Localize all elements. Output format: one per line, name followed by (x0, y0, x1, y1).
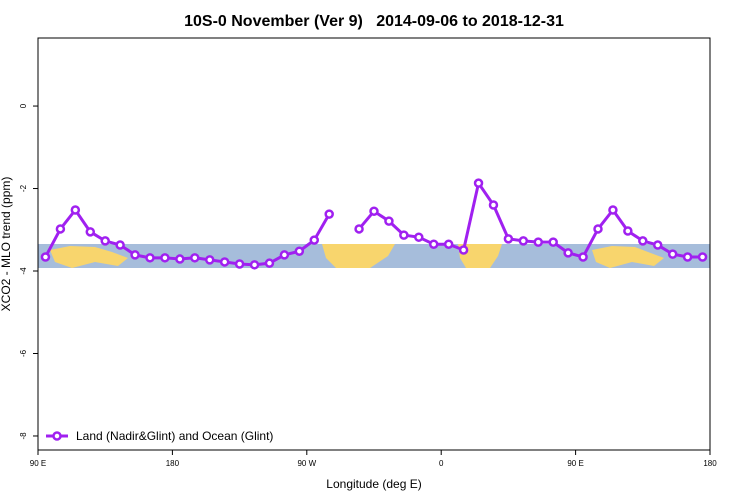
x-axis-label: Longitude (deg E) (326, 477, 421, 491)
data-point (414, 232, 424, 242)
data-point (175, 254, 185, 264)
data-point (294, 246, 305, 256)
data-point (697, 252, 708, 262)
data-point (548, 237, 558, 247)
y-axis-label: XCO2 - MLO trend (ppm) (0, 177, 13, 312)
data-point (279, 250, 290, 260)
plot-frame (37, 37, 711, 451)
data-point (488, 200, 499, 210)
y-tick-label: 0 (19, 103, 28, 108)
data-point (473, 178, 484, 188)
data-point (593, 224, 603, 234)
data-point (563, 248, 573, 258)
x-tick-label: 90 W (297, 459, 316, 468)
data-point (249, 260, 260, 270)
data-point (190, 253, 200, 263)
chart-title: 10S-0 November (Ver 9) 2014-09-06 to 201… (184, 13, 564, 30)
y-tick-label: -6 (19, 349, 28, 357)
data-point (399, 230, 409, 240)
data-point (204, 255, 215, 265)
y-tick-label: -4 (19, 267, 28, 275)
data-point (638, 236, 648, 246)
data-point (384, 216, 394, 226)
data-point (369, 206, 379, 216)
data-point (264, 258, 275, 268)
data-point (219, 257, 230, 267)
data-point (503, 234, 514, 244)
data-point (458, 245, 469, 255)
data-point (623, 226, 633, 236)
data-point (652, 240, 663, 250)
x-tick-label: 0 (439, 459, 444, 468)
legend-label: Land (Nadir&Glint) and Ocean (Glint) (76, 429, 273, 443)
x-tick-label: 90 E (567, 459, 583, 468)
data-point (160, 253, 170, 263)
y-tick-label: -2 (19, 184, 28, 192)
data-point (115, 240, 125, 250)
data-point (443, 239, 454, 249)
data-point (85, 227, 96, 237)
data-point (518, 236, 529, 246)
legend-marker (52, 431, 62, 441)
data-point (667, 249, 678, 259)
data-point (55, 224, 66, 234)
x-tick-label: 180 (166, 459, 180, 468)
data-point (533, 237, 544, 247)
data-point (324, 209, 334, 219)
data-point (608, 205, 618, 215)
data-point (354, 224, 364, 234)
y-tick-label: -8 (19, 432, 28, 440)
x-tick-label: 180 (703, 459, 717, 468)
x-tick-label: 90 E (30, 459, 46, 468)
data-point (130, 250, 140, 260)
data-point (145, 253, 155, 263)
data-point (100, 236, 110, 246)
data-point (682, 252, 693, 262)
data-point (40, 252, 51, 262)
data-point (70, 205, 81, 215)
data-point (428, 239, 439, 249)
data-point (578, 252, 588, 262)
data-point (234, 259, 245, 269)
data-point (309, 235, 320, 245)
